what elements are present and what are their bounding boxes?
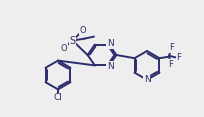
Text: N: N: [107, 39, 114, 48]
Text: Cl: Cl: [54, 93, 62, 102]
Text: F: F: [169, 43, 174, 52]
Text: O: O: [60, 44, 67, 53]
Text: S: S: [70, 36, 76, 46]
Text: N: N: [107, 62, 114, 71]
Text: N: N: [144, 75, 150, 84]
Text: O: O: [80, 26, 86, 35]
Text: F: F: [176, 53, 181, 62]
Text: F: F: [168, 60, 173, 69]
